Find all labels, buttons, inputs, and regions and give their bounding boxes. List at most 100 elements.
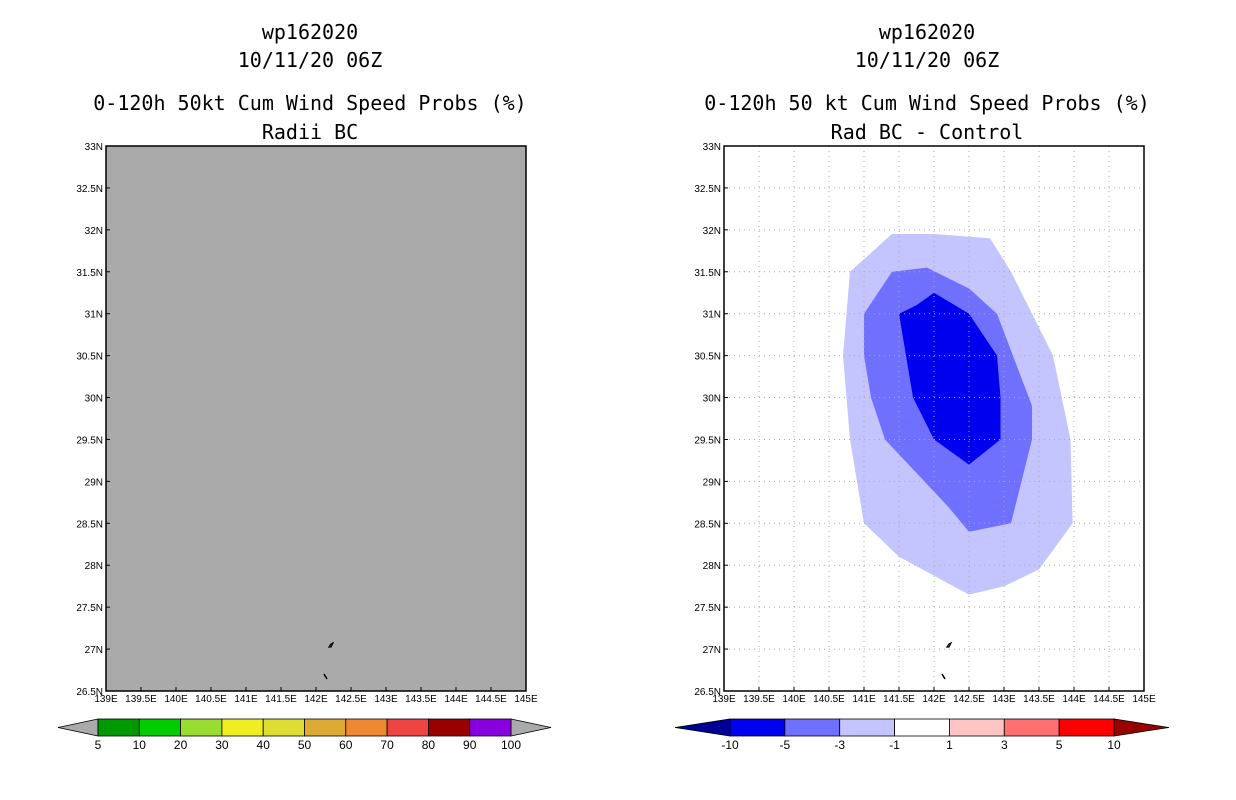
colorbar-low-arrow [57, 718, 99, 737]
colorbar-swatch [427, 718, 471, 737]
x-tick-label: 143.5E [405, 694, 437, 705]
y-tick-label: 29N [85, 477, 103, 488]
x-tick-label: 144E [1062, 694, 1086, 705]
right-subtitle: Rad BC - Control [831, 120, 1024, 144]
colorbar-label: 80 [422, 738, 436, 752]
colorbar-label: -1 [889, 738, 900, 752]
colorbar-label: 10 [133, 738, 147, 752]
colorbar-swatch [784, 718, 841, 737]
colorbar-swatch [221, 718, 264, 737]
right-islands [941, 641, 953, 680]
x-tick-label: 144.5E [475, 694, 507, 705]
right-x-axis: 139E 139.5E 140E 140.5E 141E 141.5E 142E 142.5E… [712, 687, 1156, 705]
colorbar-swatch [894, 718, 950, 737]
colorbar-high-arrow [510, 718, 552, 737]
colorbar-swatch [304, 718, 347, 737]
y-tick-label: 32N [703, 226, 721, 237]
contour-fill [899, 292, 1001, 465]
x-tick-label: 140E [164, 694, 188, 705]
y-tick-label: 30N [85, 394, 103, 405]
island-shape [941, 673, 946, 680]
x-tick-label: 145E [1132, 694, 1156, 705]
y-tick-label: 30N [703, 394, 721, 405]
x-tick-label: 142E [304, 694, 328, 705]
right-storm-id: wp162020 [879, 20, 975, 44]
y-tick-label: 26.5N [76, 687, 103, 698]
right-grid [724, 146, 1144, 691]
y-tick-label: 27.5N [76, 603, 103, 614]
colorbar-swatch [180, 718, 223, 737]
colorbar-label: 10 [1107, 738, 1121, 752]
x-tick-label: 140.5E [195, 694, 227, 705]
left-title: 0-120h 50kt Cum Wind Speed Probs (%) [93, 91, 526, 115]
y-tick-label: 27.5N [694, 603, 721, 614]
left-x-axis: 139E 139.5E 140E 140.5E 141E 141.5E 142E 142.5E… [94, 687, 538, 705]
x-tick-label: 139.5E [125, 694, 157, 705]
y-tick-label: 31.5N [694, 268, 721, 279]
colorbar-label: 5 [1056, 738, 1063, 752]
x-tick-label: 144E [444, 694, 468, 705]
island-shape [323, 673, 328, 680]
colorbar-swatch [138, 718, 182, 737]
colorbar-high-arrow [1113, 718, 1170, 737]
y-tick-label: 31N [703, 310, 721, 321]
left-subtitle: Radii BC [262, 120, 358, 144]
y-tick-label: 32.5N [694, 184, 721, 195]
x-tick-label: 141.5E [883, 694, 915, 705]
x-tick-label: 141E [852, 694, 876, 705]
x-tick-label: 142.5E [953, 694, 985, 705]
left-panel: wp162020 10/11/20 06Z 0-120h 50kt Cum Wi… [57, 20, 552, 752]
right-y-axis: 26.5N 27N 27.5N 28N 28.5N 29N 29.5N 30N 30.5N 31N… [694, 142, 728, 698]
colorbar-swatch [97, 718, 140, 737]
right-colorbar: -10 -5 -3 -1 1 3 5 10 [674, 718, 1170, 752]
colorbar-label: 90 [463, 738, 477, 752]
colorbar-swatch [729, 718, 786, 737]
y-tick-label: 33N [703, 142, 721, 153]
x-tick-label: 145E [514, 694, 538, 705]
y-tick-label: 28N [85, 561, 103, 572]
left-datetime: 10/11/20 06Z [238, 48, 383, 72]
y-tick-label: 30.5N [76, 352, 103, 363]
colorbar-label: -3 [834, 738, 845, 752]
y-tick-label: 33N [85, 142, 103, 153]
colorbar-label: 100 [501, 738, 521, 752]
colorbar-label: 20 [174, 738, 188, 752]
x-tick-label: 143E [992, 694, 1016, 705]
colorbar-swatch [1003, 718, 1060, 737]
left-storm-id: wp162020 [262, 20, 358, 44]
island-shape [327, 641, 335, 648]
right-title: 0-120h 50 kt Cum Wind Speed Probs (%) [704, 91, 1150, 115]
colorbar-label: 5 [95, 738, 102, 752]
right-datetime: 10/11/20 06Z [855, 48, 1000, 72]
x-tick-label: 143.5E [1023, 694, 1055, 705]
colorbar-swatch [345, 718, 388, 737]
colorbar-swatch [469, 718, 512, 737]
colorbar-swatch [1058, 718, 1115, 737]
colorbar-label: 60 [339, 738, 353, 752]
y-tick-label: 26.5N [694, 687, 721, 698]
colorbar-low-arrow [674, 718, 731, 737]
x-tick-label: 139E [712, 694, 736, 705]
colorbar-label: 30 [215, 738, 229, 752]
left-y-axis: 26.5N 27N 27.5N 28N 28.5N 29N 29.5N 30N 30.5N 31N… [76, 142, 110, 698]
x-tick-label: 140.5E [813, 694, 845, 705]
right-contours [843, 234, 1073, 595]
colorbar-swatch [262, 718, 305, 737]
colorbar-swatch [949, 718, 1005, 737]
x-tick-label: 139.5E [743, 694, 775, 705]
y-tick-label: 30.5N [694, 352, 721, 363]
y-tick-label: 27N [703, 645, 721, 656]
y-tick-label: 32.5N [76, 184, 103, 195]
x-tick-label: 141E [234, 694, 258, 705]
x-tick-label: 141.5E [265, 694, 297, 705]
colorbar-label: 50 [298, 738, 312, 752]
left-plot-background [106, 146, 526, 691]
x-tick-label: 142.5E [335, 694, 367, 705]
x-tick-label: 142E [922, 694, 946, 705]
x-tick-label: 139E [94, 694, 118, 705]
y-tick-label: 27N [85, 645, 103, 656]
colorbar-label: 1 [946, 738, 953, 752]
y-tick-label: 28N [703, 561, 721, 572]
y-tick-label: 28.5N [76, 519, 103, 530]
